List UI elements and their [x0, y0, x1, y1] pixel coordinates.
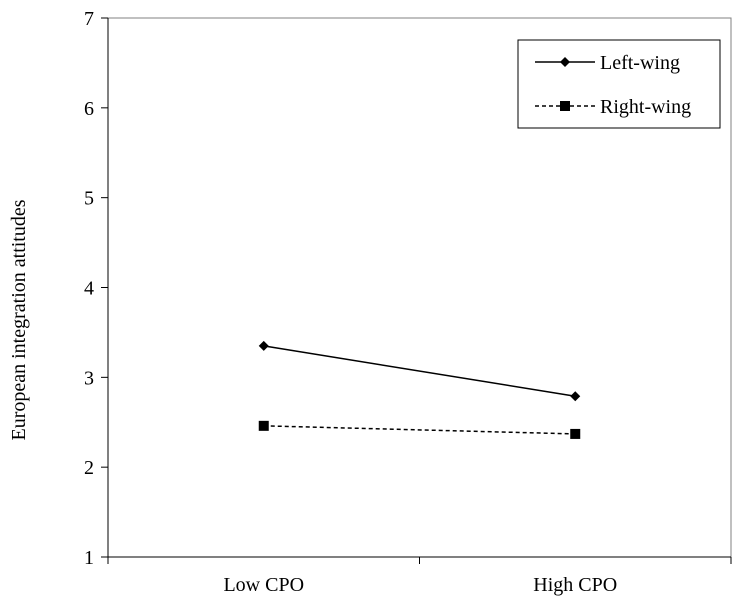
legend-box — [517, 39, 721, 129]
legend-marker — [560, 101, 570, 111]
legend-label: Left-wing — [600, 52, 680, 74]
y-axis-title: European integration attitudes — [8, 199, 30, 440]
data-point — [258, 340, 269, 351]
y-axis-ticks: 1 2 3 4 5 6 7 — [84, 8, 108, 569]
series-right-wing — [258, 420, 581, 439]
y-tick-label: 5 — [84, 188, 94, 210]
x-tick-label: Low CPO — [223, 574, 304, 596]
legend: Left-wing Right-wing — [517, 39, 721, 129]
legend-marker — [560, 57, 570, 67]
series-line — [263, 345, 576, 397]
data-point — [258, 420, 269, 431]
y-tick-label: 2 — [84, 457, 94, 479]
y-tick-label: 3 — [84, 367, 94, 389]
series-line — [263, 425, 576, 435]
data-point — [570, 391, 581, 402]
x-axis-ticks: Low CPO High CPO — [107, 557, 732, 596]
y-tick-label: 6 — [84, 98, 94, 120]
series-left-wing — [258, 340, 581, 402]
series-layer — [258, 340, 581, 439]
y-tick-label: 1 — [84, 547, 94, 569]
data-point — [570, 428, 581, 439]
y-tick-label: 7 — [84, 8, 94, 30]
y-tick-label: 4 — [84, 278, 94, 300]
legend-label: Right-wing — [600, 96, 691, 118]
x-tick-label: High CPO — [533, 574, 617, 596]
